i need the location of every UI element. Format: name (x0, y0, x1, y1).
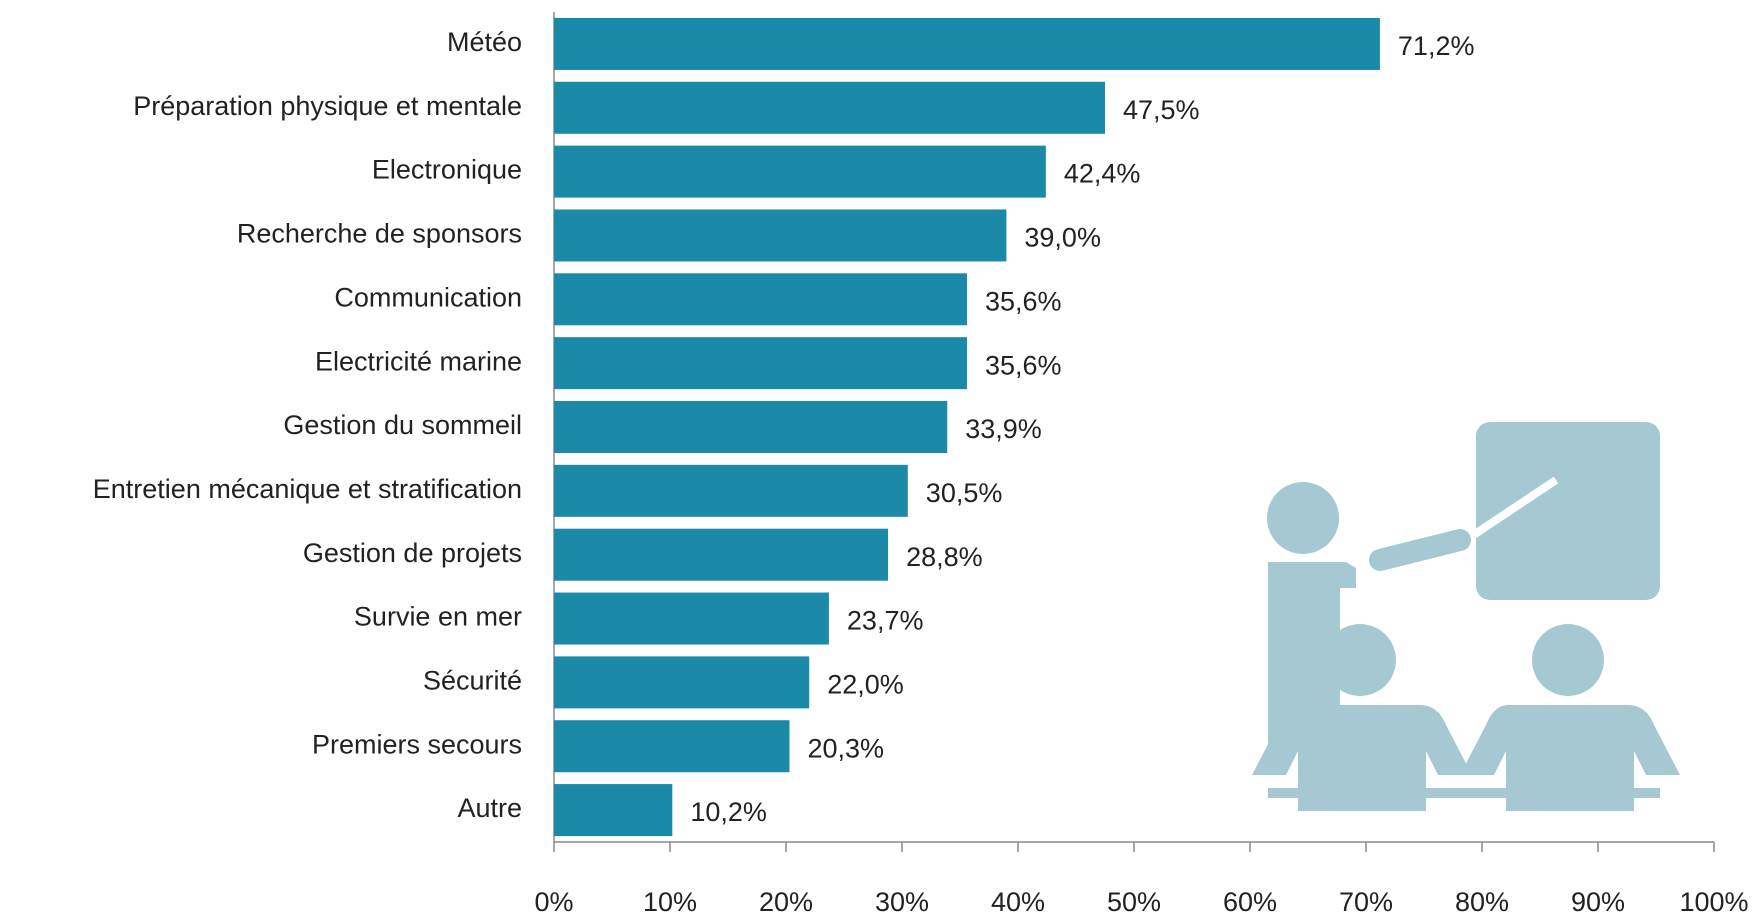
y-tick-label: Autre (457, 793, 522, 823)
bar (554, 592, 829, 645)
bar (554, 273, 967, 326)
x-tick-label: 80% (1455, 887, 1509, 917)
bar (554, 720, 790, 773)
x-tick-label: 50% (1107, 887, 1161, 917)
value-label: 20,3% (807, 733, 884, 763)
x-tick-label: 60% (1223, 887, 1277, 917)
bar (554, 656, 810, 709)
y-tick-label: Sécurité (423, 666, 522, 696)
x-tick-label: 20% (759, 887, 813, 917)
teacher-icon (1252, 422, 1680, 811)
value-label: 30,5% (926, 478, 1003, 508)
bar (554, 145, 1046, 198)
y-tick-label: Gestion de projets (303, 538, 522, 568)
y-tick-label: Premiers secours (312, 729, 522, 759)
value-label: 28,8% (906, 542, 983, 572)
y-tick-label: Gestion du sommeil (283, 410, 522, 440)
value-label: 33,9% (965, 414, 1042, 444)
value-label: 35,6% (985, 350, 1062, 380)
y-tick-label: Préparation physique et mentale (133, 91, 522, 121)
y-tick-label: Météo (447, 27, 522, 57)
x-tick-label: 30% (875, 887, 929, 917)
bar (554, 17, 1380, 70)
y-tick-label: Survie en mer (354, 602, 522, 632)
value-label: 35,6% (985, 286, 1062, 316)
y-tick-label: Electricité marine (315, 346, 522, 376)
bar (554, 337, 967, 390)
bar (554, 401, 948, 453)
value-label: 47,5% (1123, 95, 1200, 125)
x-tick-label: 100% (1679, 887, 1748, 917)
bar (554, 209, 1007, 262)
y-tick-label: Entretien mécanique et stratification (93, 474, 522, 504)
value-label: 42,4% (1064, 159, 1141, 189)
x-tick-label: 90% (1571, 887, 1625, 917)
y-tick-label: Electronique (372, 155, 522, 185)
value-label: 10,2% (690, 797, 767, 827)
x-tick-label: 40% (991, 887, 1045, 917)
y-tick-label: Recherche de sponsors (237, 219, 522, 249)
bar (554, 81, 1105, 134)
x-tick-label: 70% (1339, 887, 1393, 917)
bar (554, 464, 908, 517)
bar (554, 784, 673, 837)
value-label: 22,0% (827, 670, 904, 700)
value-label: 23,7% (847, 606, 924, 636)
y-tick-label: Communication (334, 282, 522, 312)
x-tick-label: 0% (534, 887, 573, 917)
value-label: 39,0% (1024, 223, 1101, 253)
value-label: 71,2% (1398, 31, 1475, 61)
bar (554, 528, 889, 581)
x-tick-label: 10% (643, 887, 697, 917)
